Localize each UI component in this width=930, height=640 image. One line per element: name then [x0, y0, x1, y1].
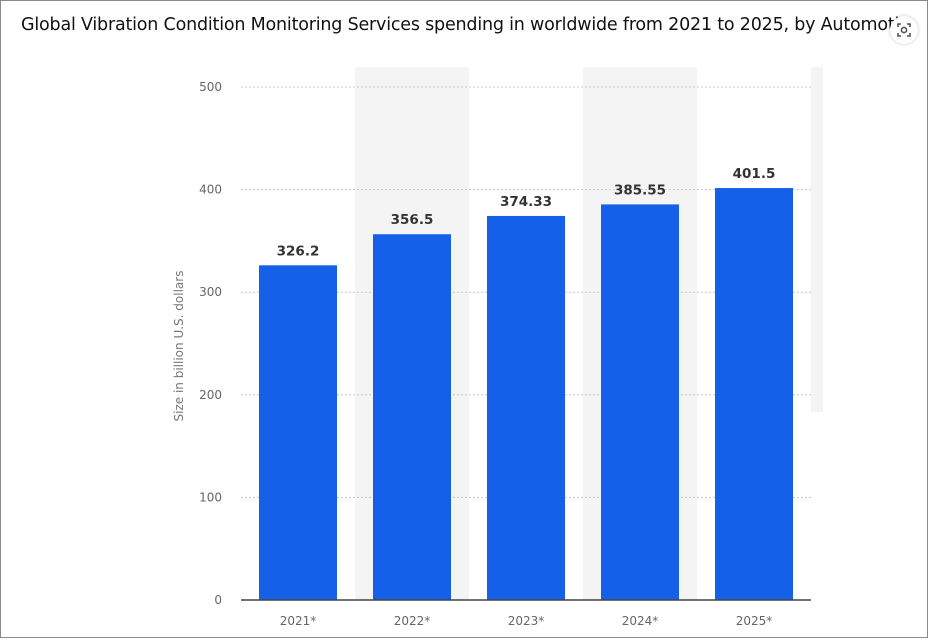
data-label: 374.33 [500, 194, 552, 210]
data-label: 401.5 [733, 166, 776, 182]
y-tick-label-500: 500 [199, 80, 222, 94]
x-tick-label: 2022* [394, 614, 431, 628]
visual-search-icon[interactable] [890, 16, 918, 44]
y-axis-ticks: 0 100 200 300 400 500 [199, 80, 222, 607]
bars [259, 188, 793, 600]
x-tick-label: 2023* [508, 614, 545, 628]
x-tick-label: 2025* [736, 614, 773, 628]
x-axis-ticks: 2021* 2022* 2023* 2024* 2025* [280, 614, 773, 628]
x-tick-label: 2021* [280, 614, 317, 628]
chart-title: Global Vibration Condition Monitoring Se… [21, 15, 901, 35]
bar-2021[interactable] [259, 265, 337, 600]
x-tick-label: 2024* [622, 614, 659, 628]
bar-2025[interactable] [715, 188, 793, 600]
data-label: 326.2 [277, 243, 320, 259]
y-tick-label-400: 400 [199, 183, 222, 197]
bar-2022[interactable] [373, 234, 451, 600]
background-band-edge [811, 67, 823, 412]
data-label: 385.55 [614, 182, 666, 198]
bar-2024[interactable] [601, 204, 679, 600]
data-label: 356.5 [391, 212, 434, 228]
y-tick-label-300: 300 [199, 285, 222, 299]
y-tick-label-200: 200 [199, 388, 222, 402]
bar-2023[interactable] [487, 215, 565, 600]
y-tick-label-100: 100 [199, 490, 222, 504]
y-tick-label-0: 0 [214, 593, 222, 607]
y-axis-label: Size in billion U.S. dollars [172, 271, 186, 422]
data-labels: 326.2 356.5 374.33 385.55 401.5 [277, 166, 776, 259]
